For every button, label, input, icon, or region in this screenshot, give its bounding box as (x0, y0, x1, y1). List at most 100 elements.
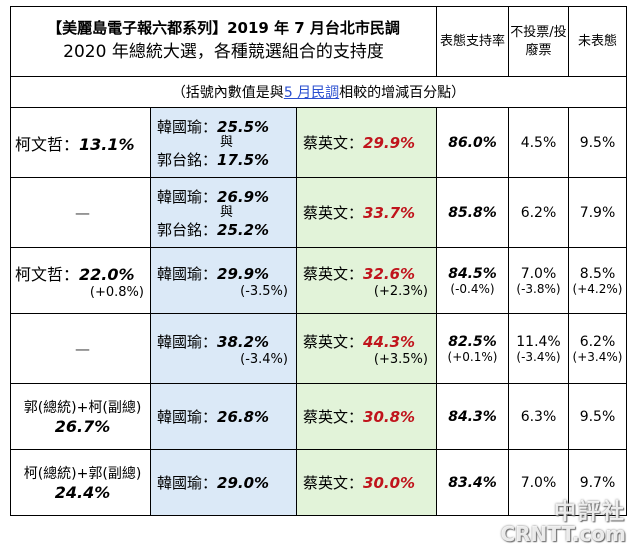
third-candidate-cell: 柯文哲：22.0% (+0.8%) (10, 247, 151, 314)
han-label: 韓國瑜： (157, 474, 218, 492)
third-candidate-change: (+0.8%) (89, 285, 144, 300)
han-value: 26.9% (217, 187, 270, 206)
undecided-cell: 7.9% (568, 177, 627, 248)
kmt-cell: 韓國瑜：25.5% 與 郭台銘：17.5% (150, 107, 297, 178)
table-row: — 韓國瑜：38.2% (-3.4%) 蔡英文：44.3% (+3.5%) 82… (10, 313, 627, 384)
third-candidate-name: — (75, 339, 90, 358)
no-vote-value: 7.0% (520, 474, 557, 491)
col-header-undecided: 未表態 (568, 6, 627, 77)
no-vote-cell: 6.2% (508, 177, 569, 248)
undecided-cell: 9.7% (568, 449, 627, 516)
third-candidate-cell: — (10, 177, 151, 248)
tsai-label: 蔡英文： (303, 204, 364, 222)
tsai-label: 蔡英文： (303, 408, 364, 426)
kmt-cell: 韓國瑜：26.8% (150, 383, 297, 450)
watermark-cn: 中評社 (553, 500, 626, 525)
tsai-label: 蔡英文： (303, 474, 364, 492)
support-value: 84.3% (448, 408, 497, 425)
third-candidate-cell: 柯文哲：13.1% (10, 107, 151, 178)
third-candidate-cell: 郭(總統)+柯(副總) 26.7% (10, 383, 151, 450)
no-vote-cell: 6.3% (508, 383, 569, 450)
third-candidate-name: 柯文哲： (15, 265, 80, 284)
tsai-label: 蔡英文： (303, 264, 364, 283)
support-cell: 84.3% (436, 383, 509, 450)
undecided-cell: 9.5% (568, 107, 627, 178)
no-vote-value: 4.5% (520, 134, 557, 151)
tsai-value: 30.0% (363, 474, 416, 492)
support-cell: 86.0% (436, 107, 509, 178)
watermark-en: CRNTT.com (500, 522, 626, 546)
table-row: — 韓國瑜：26.9% 與 郭台銘：25.2% 蔡英文：33.7% 85.8% … (10, 177, 627, 248)
third-candidate-cell: — (10, 313, 151, 384)
note-cell: （括號內數值是與5 月民調相較的增減百分點） (10, 76, 627, 108)
tsai-value: 33.7% (363, 204, 416, 222)
third-candidate-name: 郭(總統)+柯(副總) (23, 400, 142, 416)
third-candidate-value: 22.0% (79, 265, 135, 284)
han-label: 韓國瑜： (157, 332, 218, 351)
no-vote-value: 6.2% (520, 204, 557, 221)
with-label: 與 (219, 134, 233, 150)
support-value: 83.4% (448, 474, 497, 491)
undecided-value: 9.7% (579, 474, 616, 491)
tsai-value: 30.8% (363, 408, 416, 426)
dpp-cell: 蔡英文：30.0% (296, 449, 437, 516)
tsai-change: (+2.3%) (373, 283, 428, 299)
third-candidate-value: 26.7% (54, 417, 111, 436)
tsai-label: 蔡英文： (303, 134, 364, 152)
support-cell: 85.8% (436, 177, 509, 248)
undecided-value: 9.5% (579, 134, 616, 151)
han-value: 38.2% (217, 332, 270, 351)
note-suffix: 相較的增減百分點） (339, 85, 466, 101)
no-vote-cell: 4.5% (508, 107, 569, 178)
no-vote-change: (-3.4%) (516, 349, 561, 364)
kmt-cell: 韓國瑜：29.9% (-3.5%) (150, 247, 297, 314)
dpp-cell: 蔡英文：30.8% (296, 383, 437, 450)
han-label: 韓國瑜： (157, 408, 218, 426)
support-change: (-0.4%) (450, 281, 495, 296)
note-prefix: （括號內數值是與 (171, 85, 284, 101)
han-value: 26.8% (217, 408, 270, 426)
title-line2: 2020 年總統大選，各種競選組合的支持度 (63, 41, 384, 62)
support-cell: 84.5% (-0.4%) (436, 247, 509, 314)
support-cell: 82.5% (+0.1%) (436, 313, 509, 384)
support-change: (+0.1%) (447, 349, 498, 364)
table-row: 柯(總統)+郭(副總) 24.4% 韓國瑜：29.0% 蔡英文：30.0% 83… (10, 449, 627, 516)
han-label: 韓國瑜： (157, 264, 218, 283)
tsai-label: 蔡英文： (303, 332, 364, 351)
table-row: 柯文哲：22.0% (+0.8%) 韓國瑜：29.9% (-3.5%) 蔡英文：… (10, 247, 627, 314)
third-candidate-name: 柯(總統)+郭(副總) (23, 466, 142, 482)
no-vote-cell: 7.0% (508, 449, 569, 516)
col-header-support: 表態支持率 (436, 6, 509, 77)
no-vote-cell: 7.0% (-3.8%) (508, 247, 569, 314)
dpp-cell: 蔡英文：44.3% (+3.5%) (296, 313, 437, 384)
col-header-no-vote-label: 不投票/投廢票 (510, 24, 567, 58)
guo-label: 郭台銘： (157, 150, 218, 169)
col-header-no-vote: 不投票/投廢票 (508, 6, 569, 77)
tsai-value: 29.9% (363, 134, 416, 152)
guo-value: 25.2% (217, 220, 270, 239)
han-label: 韓國瑜： (157, 117, 218, 136)
kmt-cell: 韓國瑜：29.0% (150, 449, 297, 516)
tsai-value: 44.3% (363, 332, 416, 351)
undecided-value: 7.9% (579, 204, 616, 221)
note-row: （括號內數值是與5 月民調相較的增減百分點） (10, 76, 627, 108)
undecided-value: 6.2% (579, 333, 616, 350)
undecided-value: 9.5% (579, 408, 616, 425)
no-vote-change: (-3.8%) (516, 281, 561, 296)
title-line1: 【美麗島電子報六都系列】2019 年 7 月台北市民調 (47, 18, 400, 37)
no-vote-cell: 11.4% (-3.4%) (508, 313, 569, 384)
han-value: 29.0% (217, 474, 270, 492)
third-candidate-value: 24.4% (54, 483, 111, 502)
guo-label: 郭台銘： (157, 220, 218, 239)
undecided-cell: 9.5% (568, 383, 627, 450)
with-label: 與 (219, 204, 233, 220)
third-candidate-name: 柯文哲： (15, 134, 80, 154)
kmt-change: (-3.5%) (240, 283, 288, 299)
dpp-cell: 蔡英文：33.7% (296, 177, 437, 248)
han-value: 29.9% (217, 264, 270, 283)
han-value: 25.5% (217, 117, 270, 136)
tsai-change: (+3.5%) (373, 351, 428, 367)
table-row: 柯文哲：13.1% 韓國瑜：25.5% 與 郭台銘：17.5% 蔡英文：29.9… (10, 107, 627, 178)
poll-table: 【美麗島電子報六都系列】2019 年 7 月台北市民調 2020 年總統大選，各… (10, 6, 627, 516)
third-candidate-name: — (75, 203, 90, 222)
